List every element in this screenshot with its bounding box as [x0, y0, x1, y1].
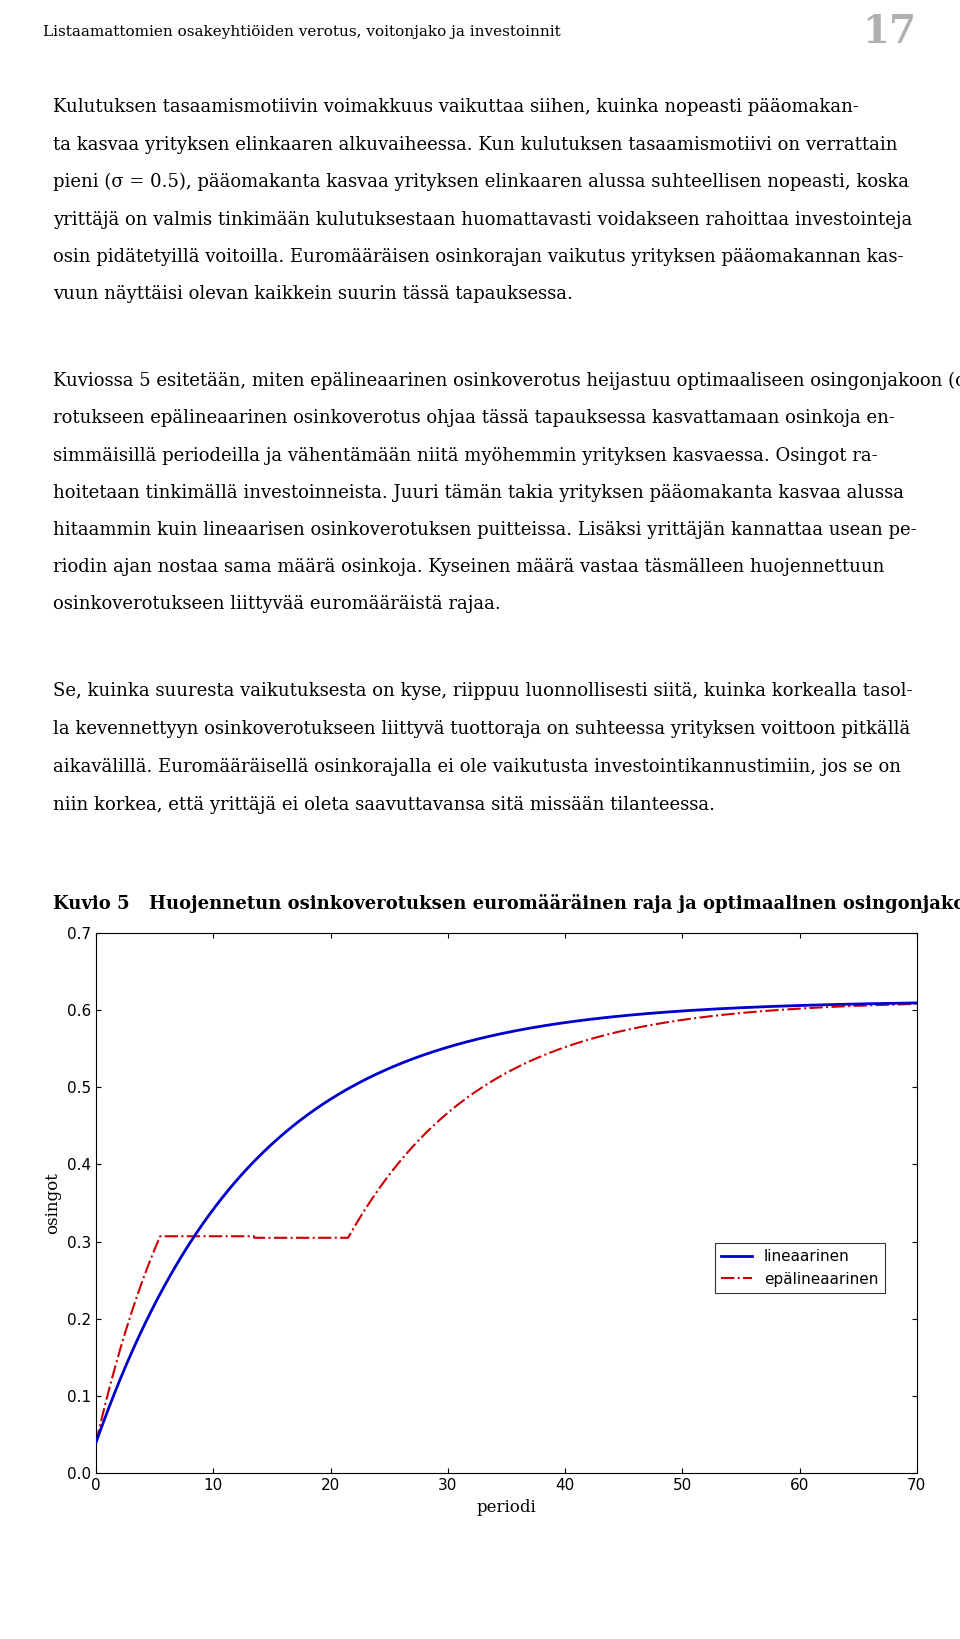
Text: Se, kuinka suuresta vaikutuksesta on kyse, riippuu luonnollisesti siitä, kuinka : Se, kuinka suuresta vaikutuksesta on kys… — [53, 682, 912, 700]
Y-axis label: osingot: osingot — [44, 1172, 61, 1234]
Text: hitaammin kuin lineaarisen osinkoverotuksen puitteissa. Lisäksi yrittäjän kannat: hitaammin kuin lineaarisen osinkoverotuk… — [53, 521, 917, 539]
Text: Kuviossa 5 esitetään, miten epälineaarinen osinkoverotus heijastuu optimaaliseen: Kuviossa 5 esitetään, miten epälineaarin… — [53, 372, 960, 390]
X-axis label: periodi: periodi — [476, 1500, 537, 1516]
Legend: lineaarinen, epälineaarinen: lineaarinen, epälineaarinen — [715, 1242, 884, 1293]
Text: yrittäjä on valmis tinkimään kulutuksestaan huomattavasti voidakseen rahoittaa i: yrittäjä on valmis tinkimään kulutuksest… — [53, 211, 912, 228]
Text: Listaamattomien osakeyhtiöiden verotus, voitonjako ja investoinnit: Listaamattomien osakeyhtiöiden verotus, … — [43, 25, 561, 39]
Text: pieni (σ = 0.5), pääomakanta kasvaa yrityksen elinkaaren alussa suhteellisen nop: pieni (σ = 0.5), pääomakanta kasvaa yrit… — [53, 174, 909, 192]
Text: osin pidätetyillä voitoilla. Euromääräisen osinkorajan vaikutus yrityksen pääoma: osin pidätetyillä voitoilla. Euromääräis… — [53, 247, 903, 266]
Text: vuun näyttäisi olevan kaikkein suurin tässä tapauksessa.: vuun näyttäisi olevan kaikkein suurin tä… — [53, 285, 573, 303]
Text: aikavälillä. Euromääräisellä osinkorajalla ei ole vaikutusta investointikannusti: aikavälillä. Euromääräisellä osinkorajal… — [53, 759, 900, 775]
Text: simmäisillä periodeilla ja vähentämään niitä myöhemmin yrityksen kasvaessa. Osin: simmäisillä periodeilla ja vähentämään n… — [53, 446, 877, 464]
Text: la kevennettyyn osinkoverotukseen liittyvä tuottoraja on suhteessa yrityksen voi: la kevennettyyn osinkoverotukseen liitty… — [53, 720, 910, 738]
Text: rotukseen epälineaarinen osinkoverotus ohjaa tässä tapauksessa kasvattamaan osin: rotukseen epälineaarinen osinkoverotus o… — [53, 410, 895, 428]
Text: Kulutuksen tasaamismotiivin voimakkuus vaikuttaa siihen, kuinka nopeasti pääomak: Kulutuksen tasaamismotiivin voimakkuus v… — [53, 98, 858, 116]
Text: osinkoverotukseen liittyvää euromääräistä rajaa.: osinkoverotukseen liittyvää euromääräist… — [53, 595, 500, 613]
Text: riodin ajan nostaa sama määrä osinkoja. Kyseinen määrä vastaa täsmälleen huojenn: riodin ajan nostaa sama määrä osinkoja. … — [53, 559, 884, 577]
Text: Kuvio 5: Kuvio 5 — [53, 895, 130, 913]
Text: niin korkea, että yrittäjä ei oleta saavuttavansa sitä missään tilanteessa.: niin korkea, että yrittäjä ei oleta saav… — [53, 797, 715, 815]
Text: ta kasvaa yrityksen elinkaaren alkuvaiheessa. Kun kulutuksen tasaamismotiivi on : ta kasvaa yrityksen elinkaaren alkuvaihe… — [53, 136, 898, 154]
Text: Huojennetun osinkoverotuksen euromääräinen raja ja optimaalinen osingonjako: Huojennetun osinkoverotuksen euromääräin… — [149, 895, 960, 913]
Text: hoitetaan tinkimällä investoinneista. Juuri tämän takia yrityksen pääomakanta ka: hoitetaan tinkimällä investoinneista. Ju… — [53, 484, 903, 502]
Text: 17: 17 — [863, 13, 917, 51]
